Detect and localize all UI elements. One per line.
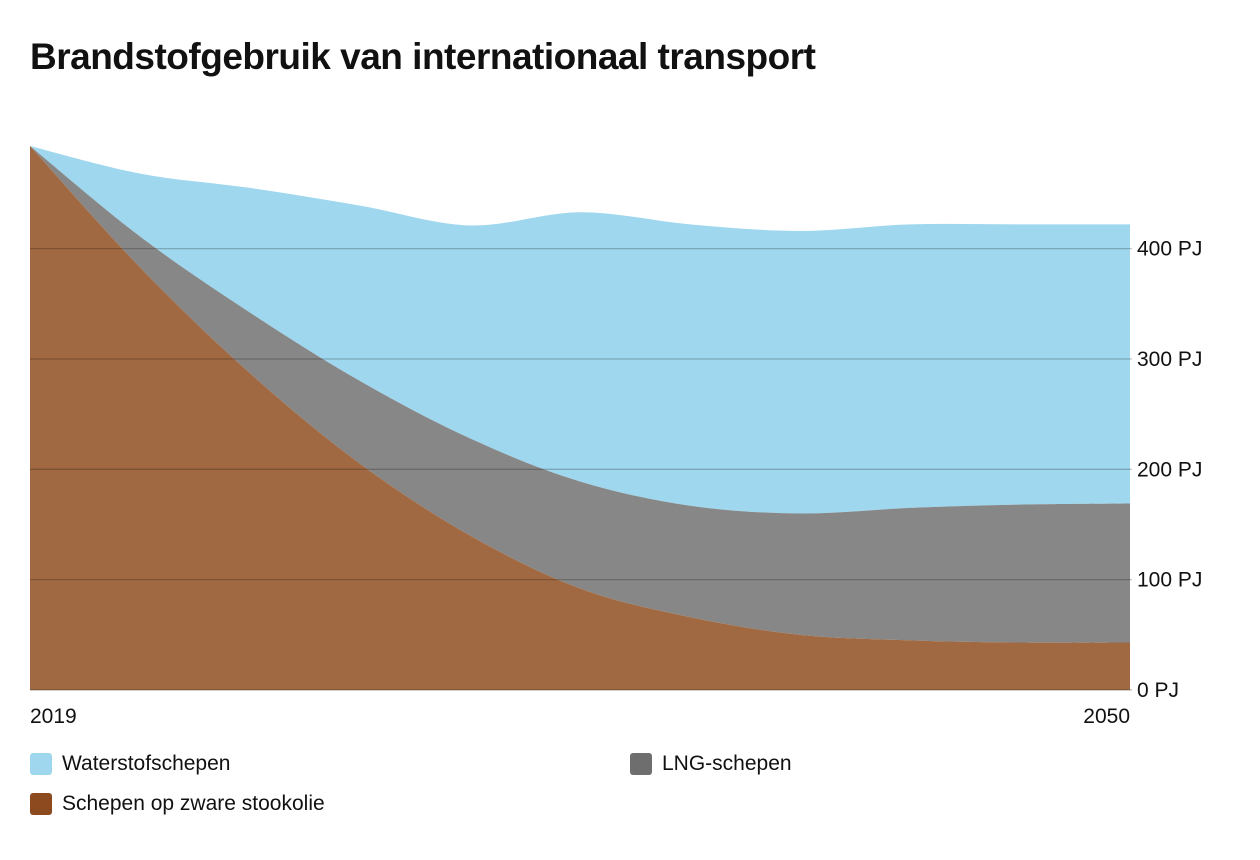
x-tick-label-start: 2019 — [30, 705, 77, 728]
area-schepen-op-zware-stookolie — [30, 146, 1130, 690]
x-tick-label-end: 2050 — [1083, 705, 1130, 728]
legend-label-lng-schepen: LNG-schepen — [662, 752, 792, 775]
x-axis-labels: 2019 2050 — [30, 705, 1130, 728]
y-tick-label: 200 PJ — [1137, 458, 1202, 481]
legend-swatch-lng-schepen — [630, 753, 652, 775]
legend-item-lng-schepen: LNG-schepen — [630, 752, 792, 776]
legend-swatch-waterstofschepen — [30, 753, 52, 775]
legend: Waterstofschepen LNG-schepen Schepen op … — [30, 752, 1230, 842]
stacked-area-chart: 0 PJ 100 PJ 200 PJ 300 PJ 400 PJ 2019 2050 — [30, 146, 1202, 728]
y-tick-label: 0 PJ — [1137, 679, 1179, 702]
legend-swatch-zware-stookolie — [30, 793, 52, 815]
y-axis-labels: 0 PJ 100 PJ 200 PJ 300 PJ 400 PJ — [1137, 238, 1202, 702]
area-layers — [30, 146, 1130, 690]
y-tick-label: 400 PJ — [1137, 238, 1202, 261]
y-tick-label: 100 PJ — [1137, 569, 1202, 592]
area-lng-schepen — [30, 146, 1130, 643]
legend-item-zware-stookolie: Schepen op zware stookolie — [30, 792, 325, 816]
legend-item-waterstofschepen: Waterstofschepen — [30, 752, 230, 776]
legend-label-zware-stookolie: Schepen op zware stookolie — [62, 792, 325, 815]
legend-label-waterstofschepen: Waterstofschepen — [62, 752, 231, 775]
chart-title: Brandstofgebruik van internationaal tran… — [30, 36, 816, 77]
grid-lines — [30, 247, 1132, 691]
y-tick-label: 300 PJ — [1137, 348, 1202, 371]
area-waterstofschepen — [30, 146, 1130, 514]
